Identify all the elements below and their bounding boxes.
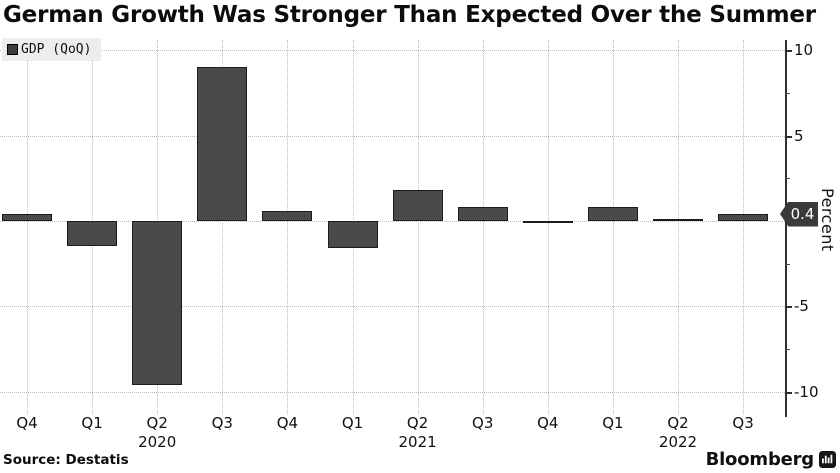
y-tick-major [785, 50, 792, 53]
bar-q2-6 [392, 190, 443, 221]
gridline-horizontal [0, 220, 785, 222]
bar-q2-10 [653, 219, 703, 222]
legend: GDP (QoQ) [2, 38, 102, 61]
x-tick-label: Q4 [276, 414, 299, 432]
y-tick-major [785, 391, 792, 394]
gridline-vertical [417, 40, 419, 414]
x-year-label: 2021 [398, 433, 437, 451]
y-tick-minor [785, 263, 790, 265]
gridline-vertical [678, 40, 679, 414]
chart-title: German Growth Was Stronger Than Expected… [3, 2, 816, 28]
bloomberg-logo: Bloomberg [706, 449, 836, 470]
x-tick-label: Q4 [537, 414, 559, 432]
gridline-horizontal [0, 391, 785, 393]
current-value-label: 0.4 [790, 205, 815, 224]
x-tick-label: Q1 [602, 414, 624, 432]
legend-swatch-icon [7, 44, 18, 55]
y-axis-line [785, 40, 787, 417]
x-year-label: 2020 [138, 433, 177, 451]
bar-q3-3 [197, 67, 248, 221]
legend-label: GDP (QoQ) [21, 42, 92, 57]
x-tick-label: Q2 [146, 414, 168, 432]
y-tick-label: -10 [794, 382, 819, 401]
y-tick-label: 10 [794, 41, 814, 60]
x-tick-label: Q3 [211, 414, 233, 432]
x-tick-label: Q2 [667, 414, 689, 432]
bar-q1-5 [327, 220, 378, 249]
x-tick-label: Q3 [732, 414, 754, 432]
bar-q1-9 [587, 207, 638, 221]
bar-q2-2 [132, 220, 183, 385]
x-tick-label: Q1 [81, 414, 103, 432]
gridline-horizontal [0, 135, 785, 137]
gridline-horizontal [0, 306, 785, 308]
x-tick-label: Q3 [472, 414, 494, 432]
bar-q3-7 [457, 207, 508, 221]
x-year-label: 2022 [658, 433, 698, 451]
y-tick-minor [785, 178, 790, 180]
y-tick-minor [785, 348, 790, 350]
source-label: Source: Destatis [3, 452, 129, 468]
gridline-vertical [612, 40, 614, 414]
gridline-vertical [482, 40, 484, 414]
x-tick-label: Q2 [406, 414, 429, 432]
bar-q3-11 [718, 214, 769, 221]
bloomberg-chart-icon [819, 451, 836, 468]
y-tick-minor [785, 92, 790, 94]
y-tick-major [785, 306, 792, 309]
plot-area [0, 40, 785, 414]
gridline-vertical [547, 40, 549, 414]
y-tick-label: 5 [794, 126, 804, 145]
current-value-badge: 0.4 [780, 201, 818, 227]
bar-q4-8 [522, 220, 573, 223]
bar-q4-4 [262, 210, 313, 221]
gridline-horizontal [0, 50, 785, 52]
gridline-vertical [287, 40, 289, 414]
y-tick-major [785, 135, 792, 138]
gridline-vertical [27, 40, 28, 414]
x-tick-label: Q4 [16, 414, 38, 432]
bar-q4-0 [2, 214, 52, 221]
bar-q1-1 [67, 220, 118, 247]
y-tick-label: -5 [794, 297, 809, 316]
bloomberg-wordmark: Bloomberg [705, 449, 815, 470]
y-axis-title: Percent [818, 188, 837, 252]
gridline-vertical [222, 40, 224, 414]
gridline-vertical [743, 40, 745, 414]
x-tick-label: Q1 [341, 414, 364, 432]
